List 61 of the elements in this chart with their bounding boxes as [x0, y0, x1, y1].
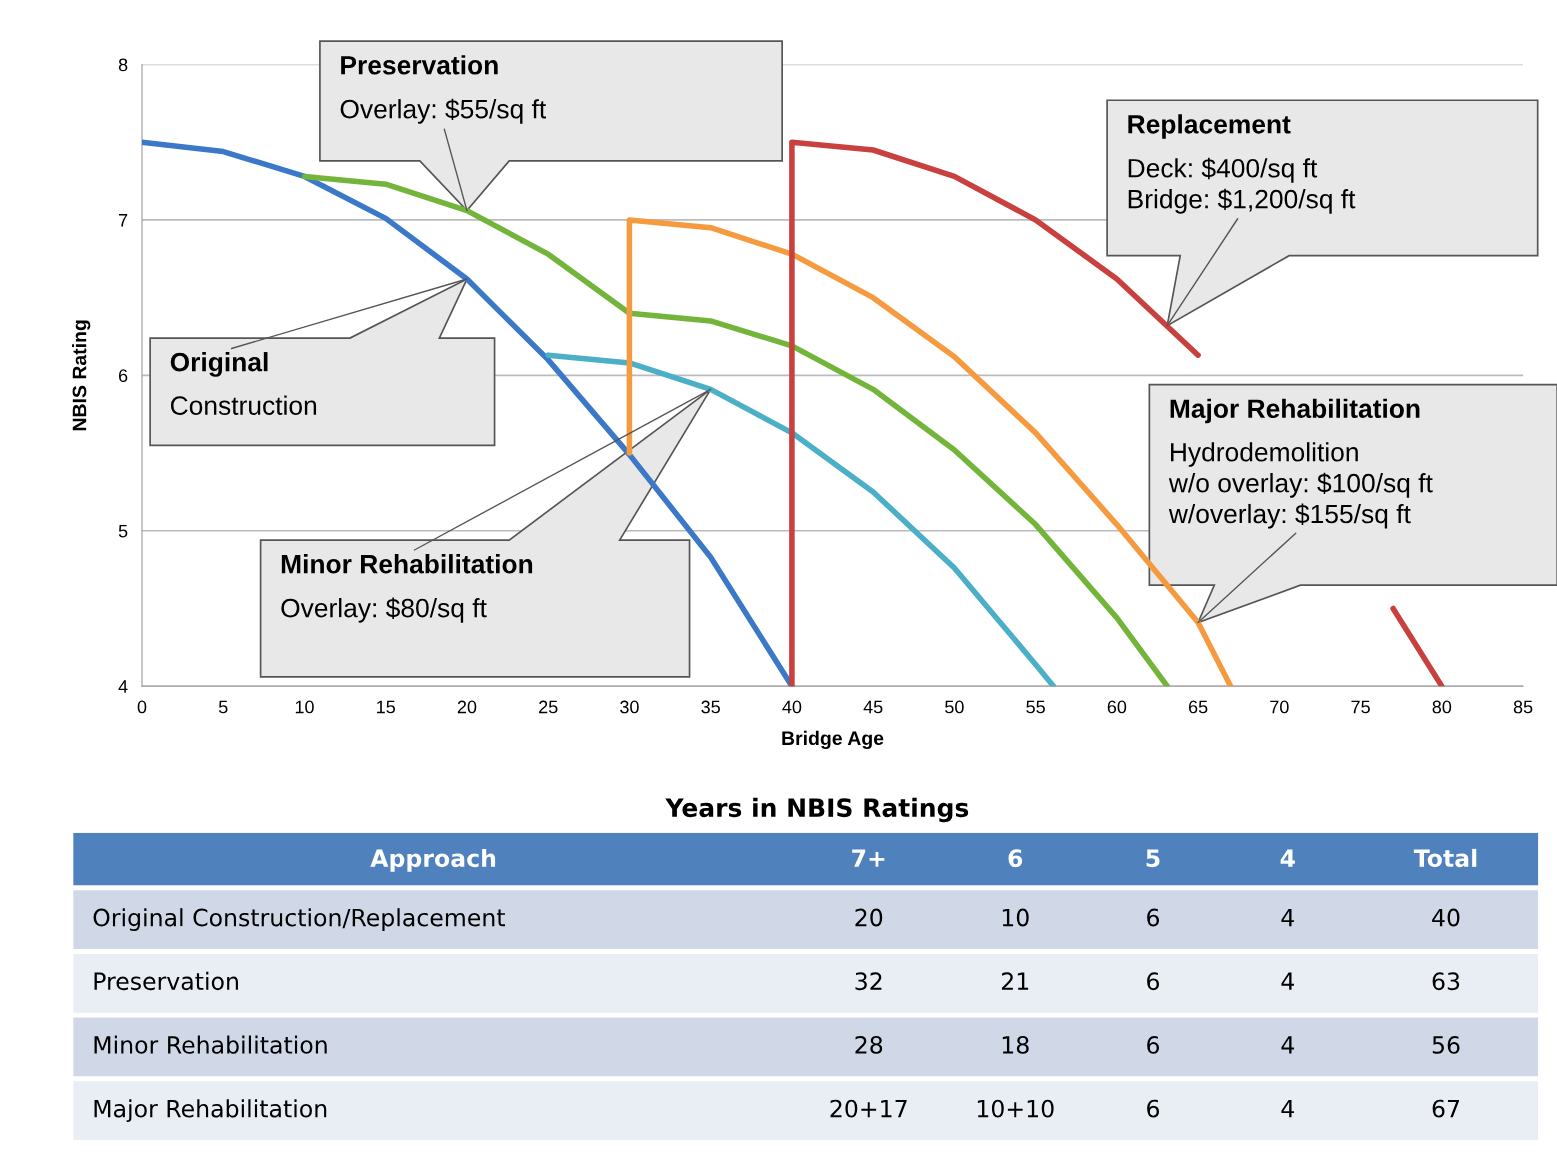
category-label: Total: [1413, 848, 1477, 868]
category-label: 5: [1146, 849, 1160, 868]
category-label: 4: [1281, 1099, 1294, 1118]
text: Original Construction/Replacement: [93, 908, 505, 932]
category-label: 7+: [852, 849, 885, 867]
text: 6: [1147, 1035, 1160, 1054]
text: 28: [855, 1035, 883, 1054]
text: Preservation: [94, 971, 238, 991]
y-tick-label: 8: [118, 58, 128, 72]
x-tick-label: 80: [1432, 700, 1452, 714]
text: 6: [1008, 849, 1023, 868]
text: 4: [1281, 1036, 1294, 1054]
y-axis-title: NBIS Rating: [72, 320, 91, 431]
annotation: Replacement Deck: $400/sq ft Bridge: $1,200/sq ft: [1128, 114, 1356, 214]
annotation: Original Construction: [170, 352, 317, 415]
text: 67: [1432, 1099, 1460, 1118]
x-tick-label: 50: [945, 700, 964, 714]
x-tick-label: 25: [539, 700, 558, 714]
x-tick-label: 5: [218, 700, 228, 714]
text: 10+10: [977, 1099, 1054, 1118]
y-tick-label: 7: [118, 214, 128, 227]
x-tick-label: 40: [782, 700, 802, 714]
text: Minor Rehabilitation: [94, 1035, 327, 1054]
x-tick-label: 15: [377, 700, 395, 714]
text: 20+17: [830, 1099, 907, 1118]
x-tick-label: 60: [1107, 700, 1127, 714]
x-axis-title: Bridge Age: [782, 730, 884, 750]
x-tick-label: 65: [1188, 700, 1208, 714]
x-tick-label: 30: [620, 700, 639, 714]
text: 6: [1147, 908, 1160, 927]
x-tick-label: 20: [457, 700, 477, 714]
category-label: Approach: [370, 848, 496, 872]
x-tick-label: 35: [701, 700, 720, 714]
text: 4: [1281, 908, 1294, 927]
text: 4: [1280, 849, 1295, 867]
category-label: 6: [1147, 1099, 1160, 1118]
x-tick-label: 55: [1026, 700, 1045, 714]
text: Major Rehabilitation: [94, 1099, 327, 1123]
y-tick-label: 4: [118, 680, 128, 693]
x-tick-label: 10: [295, 700, 314, 714]
annotation: Preservation Overlay: $55/sq ft: [340, 55, 547, 124]
text: 63: [1432, 972, 1460, 991]
text: 20: [855, 908, 883, 927]
annotation: Minor Rehabilitation Overlay: $80/sq ft: [281, 554, 533, 623]
y-tick-label: 6: [118, 369, 128, 383]
x-tick-label: 85: [1513, 700, 1533, 714]
text: 4: [1281, 972, 1294, 990]
text: Years in NBIS Ratings: [665, 797, 969, 823]
text: 40: [1432, 908, 1460, 927]
y-tick-label: 5: [118, 524, 128, 538]
x-tick-label: 70: [1270, 700, 1289, 714]
text: 6: [1147, 972, 1160, 991]
text: 32: [855, 972, 882, 991]
x-tick-label: 0: [137, 700, 147, 714]
text: 21: [1001, 972, 1029, 990]
annotation: Major Rehabilitation Hydrodemolition w/o overlay: $100/sq ft w/overlay: $155/sq ft: [1168, 398, 1433, 529]
x-tick-label: 75: [1351, 700, 1370, 714]
text: 18: [1002, 1035, 1029, 1054]
text: 56: [1432, 1035, 1460, 1054]
x-tick-label: 45: [863, 700, 883, 714]
text: 10: [1002, 908, 1029, 927]
